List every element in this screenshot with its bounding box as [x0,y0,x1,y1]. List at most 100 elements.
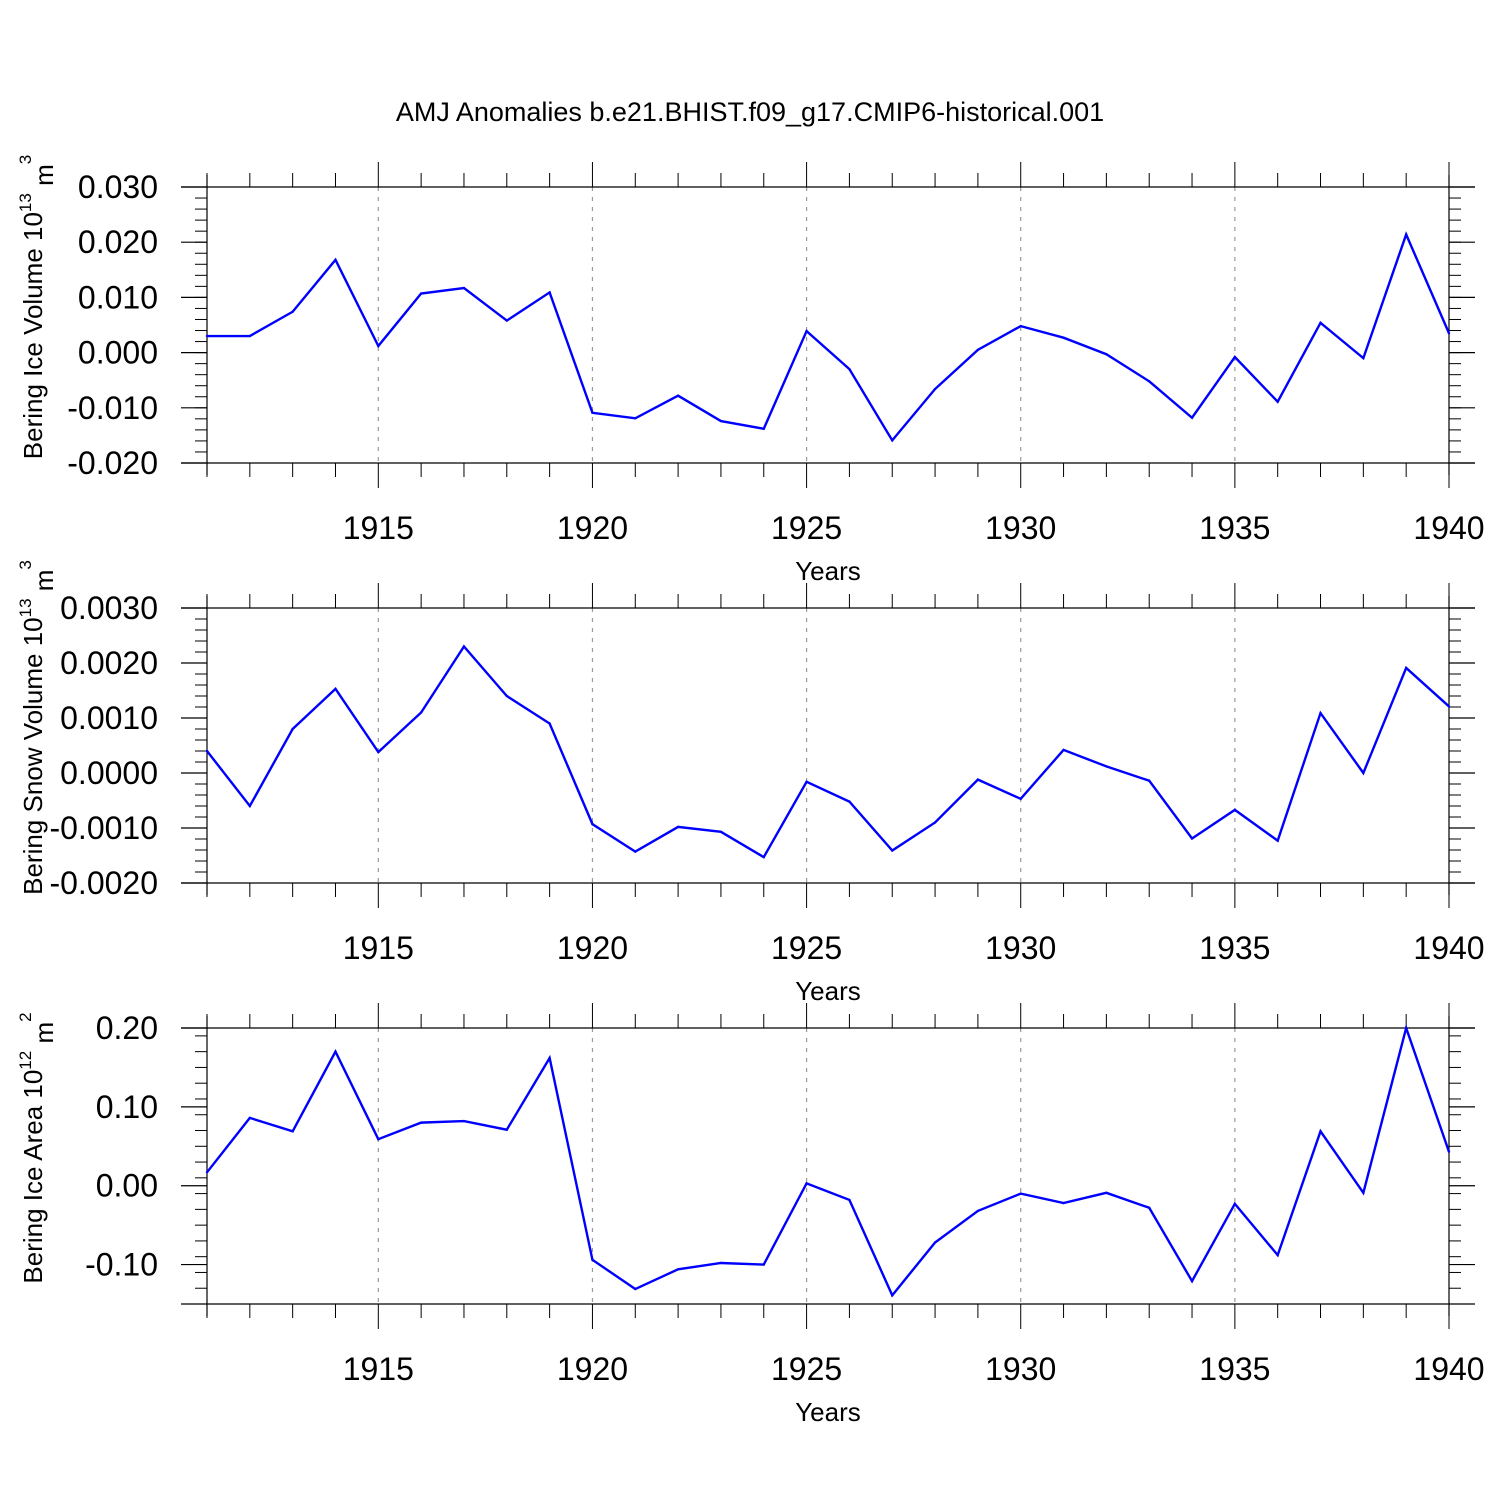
data-point-1933 [1148,779,1151,782]
data-point-1919 [548,1056,551,1060]
y-axis-title-ylabel-unit: m [29,164,59,193]
y-tick-label: 0.00 [96,1168,158,1204]
data-point-1938 [1362,356,1365,360]
data-point-1930 [1019,324,1022,328]
y-tick-label: -0.10 [85,1247,158,1283]
data-point-1915 [377,344,380,348]
data-point-1915 [377,1137,380,1141]
data-point-1925 [805,780,808,783]
data-point-1939 [1404,233,1408,236]
data-point-1940 [1447,332,1451,335]
data-point-1916 [419,292,423,295]
y-axis-title-ylabel-exp: 13 [16,598,35,617]
x-tick-label: 1925 [771,930,842,966]
data-point-1931 [1062,1201,1065,1205]
y-tick-label: 0.0020 [60,645,158,681]
data-point-1913 [291,727,294,731]
data-point-1916 [419,711,423,714]
data-point-1936 [1276,839,1279,842]
data-point-1932 [1105,353,1108,356]
y-tick-label: 0.030 [78,169,158,205]
data-point-1926 [848,367,851,371]
x-tick-label: 1915 [343,930,414,966]
data-point-1915 [377,750,380,754]
x-tick-label: 1930 [985,1351,1056,1387]
y-tick-label: 0.20 [96,1010,158,1046]
y-axis-title-ylabel-exp: 13 [16,193,35,212]
y-tick-label: -0.0010 [49,810,158,846]
data-point-1938 [1362,771,1365,775]
x-tick-label: 1930 [985,930,1056,966]
x-tick-label: 1920 [557,510,628,546]
data-point-1920 [591,411,594,414]
data-point-1927 [891,1294,894,1297]
data-point-1935 [1233,808,1237,812]
y-tick-label: 0.000 [78,335,158,371]
data-point-1923 [719,830,723,834]
data-point-1913 [291,1130,294,1133]
data-point-1922 [676,1268,680,1271]
data-point-1925 [805,1182,808,1185]
x-tick-label: 1935 [1199,1351,1270,1387]
data-point-1918 [505,1128,508,1131]
data-point-1930 [1019,1192,1022,1195]
data-point-1934 [1190,416,1194,419]
data-point-1926 [848,800,851,803]
data-point-1929 [976,778,980,781]
x-axis-title: Years [795,976,861,1006]
data-point-1927 [891,439,894,442]
y-axis-title-ylabel-unit-exp: 3 [16,560,35,569]
data-point-1937 [1319,321,1322,324]
data-point-1912 [248,334,252,338]
data-point-1917 [462,645,466,648]
data-point-1924 [762,427,765,430]
data-point-1917 [462,1119,466,1123]
y-tick-label: -0.0020 [49,865,158,901]
data-point-1929 [976,1209,980,1213]
data-point-1922 [676,825,680,829]
data-point-1926 [848,1198,851,1202]
data-point-1933 [1148,380,1151,383]
data-point-1939 [1404,666,1408,670]
x-tick-label: 1940 [1413,510,1484,546]
data-point-1940 [1447,705,1451,708]
x-tick-label: 1925 [771,1351,842,1387]
data-point-1914 [334,687,337,691]
x-tick-label: 1940 [1413,1351,1484,1387]
data-point-1928 [933,1241,937,1244]
y-axis-title-ylabel-exp: 12 [16,1051,35,1070]
data-point-1934 [1190,1279,1194,1283]
data-point-1923 [719,419,723,423]
x-tick-label: 1935 [1199,930,1270,966]
y-axis-title-ylabel: Bering Snow Volume 10 [18,617,48,895]
data-point-1936 [1276,400,1279,403]
data-point-1921 [634,1287,637,1291]
y-tick-label: 0.0030 [60,590,158,626]
data-point-1921 [634,417,637,420]
data-point-1922 [676,394,680,397]
data-point-1918 [505,694,508,698]
y-axis-title-ylabel-unit: m [29,1022,59,1051]
x-tick-label: 1940 [1413,930,1484,966]
data-point-1911 [205,334,209,338]
data-point-1912 [248,1116,252,1120]
x-tick-label: 1935 [1199,510,1270,546]
data-point-1919 [548,722,551,725]
panel-snow-volume: -0.0020 -0.0010 0.0000 0.0010 0.0020 0.0030 19… [16,560,1485,1006]
data-point-1914 [334,1050,337,1053]
data-point-1920 [591,822,594,826]
data-point-1931 [1062,748,1065,752]
data-point-1920 [591,1258,594,1262]
data-point-1911 [205,749,209,753]
panel-ice-area: -0.10 0.00 0.10 0.20 1915 1920 1925 1930 1935 194… [16,1003,1485,1427]
x-tick-label: 1915 [343,1351,414,1387]
y-tick-label: 0.0000 [60,755,158,791]
data-point-1933 [1148,1206,1151,1209]
series-line [206,644,1450,859]
y-axis-title-ylabel: Bering Ice Volume 10 [18,212,48,459]
y-tick-label: -0.020 [67,445,158,481]
x-tick-label: 1925 [771,510,842,546]
x-axis-title: Years [795,556,861,586]
x-tick-label: 1920 [557,930,628,966]
y-tick-label: 0.0010 [60,700,158,736]
